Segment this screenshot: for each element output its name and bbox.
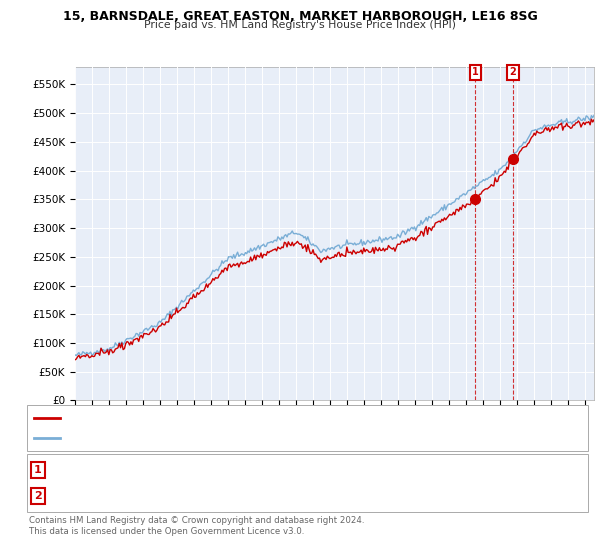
- Text: 10% ↓ HPI: 10% ↓ HPI: [357, 465, 412, 475]
- Text: Contains HM Land Registry data © Crown copyright and database right 2024.
This d: Contains HM Land Registry data © Crown c…: [29, 516, 364, 536]
- Text: £420,000: £420,000: [207, 491, 256, 501]
- Text: 15, BARNSDALE, GREAT EASTON, MARKET HARBOROUGH, LE16 8SG: 15, BARNSDALE, GREAT EASTON, MARKET HARB…: [62, 10, 538, 23]
- Text: £350,000: £350,000: [207, 465, 256, 475]
- Text: HPI: Average price, detached house, Harborough: HPI: Average price, detached house, Harb…: [65, 433, 304, 443]
- Text: 25-SEP-2020: 25-SEP-2020: [69, 491, 135, 501]
- Text: 1: 1: [34, 465, 41, 475]
- Text: 2: 2: [509, 67, 517, 77]
- Text: 3% ↓ HPI: 3% ↓ HPI: [357, 491, 406, 501]
- Text: 2: 2: [34, 491, 41, 501]
- Text: 10-JUL-2018: 10-JUL-2018: [69, 465, 133, 475]
- Text: Price paid vs. HM Land Registry's House Price Index (HPI): Price paid vs. HM Land Registry's House …: [144, 20, 456, 30]
- Text: 15, BARNSDALE, GREAT EASTON, MARKET HARBOROUGH, LE16 8SG (detached house): 15, BARNSDALE, GREAT EASTON, MARKET HARB…: [65, 413, 488, 423]
- Text: 1: 1: [472, 67, 479, 77]
